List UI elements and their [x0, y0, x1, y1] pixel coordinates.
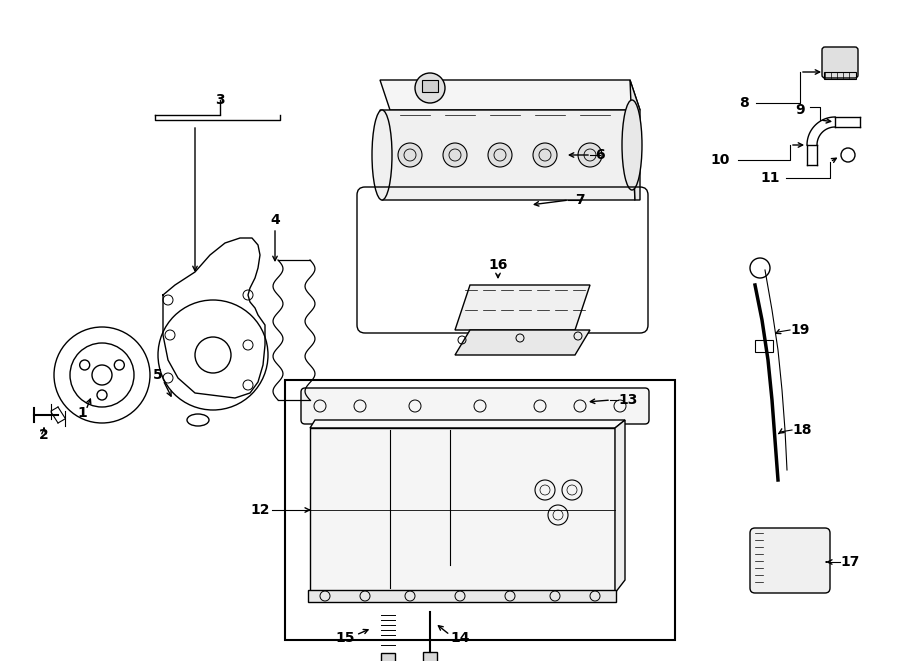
Ellipse shape [622, 100, 642, 190]
Text: 8: 8 [739, 96, 749, 110]
Text: 19: 19 [790, 323, 809, 337]
Bar [422, 80, 438, 92]
FancyBboxPatch shape [301, 388, 649, 424]
Text: 4: 4 [270, 213, 280, 227]
Polygon shape [455, 285, 590, 330]
FancyBboxPatch shape [308, 590, 616, 602]
Circle shape [488, 143, 512, 167]
Circle shape [578, 143, 602, 167]
Bar [824, 72, 856, 79]
Text: 15: 15 [336, 631, 355, 645]
Polygon shape [615, 420, 625, 593]
Ellipse shape [372, 110, 392, 200]
Polygon shape [630, 80, 640, 200]
Polygon shape [380, 80, 640, 110]
Circle shape [533, 143, 557, 167]
FancyBboxPatch shape [822, 47, 858, 78]
Circle shape [415, 73, 445, 103]
Text: 10: 10 [710, 153, 730, 167]
Text: 2: 2 [39, 428, 49, 442]
Bar [285, 380, 675, 640]
Polygon shape [455, 330, 590, 355]
Text: 12: 12 [250, 503, 270, 517]
Text: 14: 14 [450, 631, 470, 645]
Text: 13: 13 [618, 393, 637, 407]
Polygon shape [310, 420, 625, 428]
Text: 17: 17 [840, 555, 860, 569]
Text: 7: 7 [575, 193, 585, 207]
Text: 3: 3 [215, 93, 225, 107]
Text: 9: 9 [796, 103, 805, 117]
Bar [310, 428, 615, 593]
FancyBboxPatch shape [381, 653, 395, 661]
Text: 18: 18 [792, 423, 812, 437]
Polygon shape [380, 110, 635, 200]
Text: 5: 5 [153, 368, 163, 382]
Text: 16: 16 [489, 258, 508, 272]
Text: 11: 11 [760, 171, 779, 185]
Text: 1: 1 [77, 406, 87, 420]
Circle shape [443, 143, 467, 167]
FancyBboxPatch shape [423, 652, 437, 661]
FancyBboxPatch shape [750, 528, 830, 593]
Circle shape [398, 143, 422, 167]
Text: 6: 6 [595, 148, 605, 162]
